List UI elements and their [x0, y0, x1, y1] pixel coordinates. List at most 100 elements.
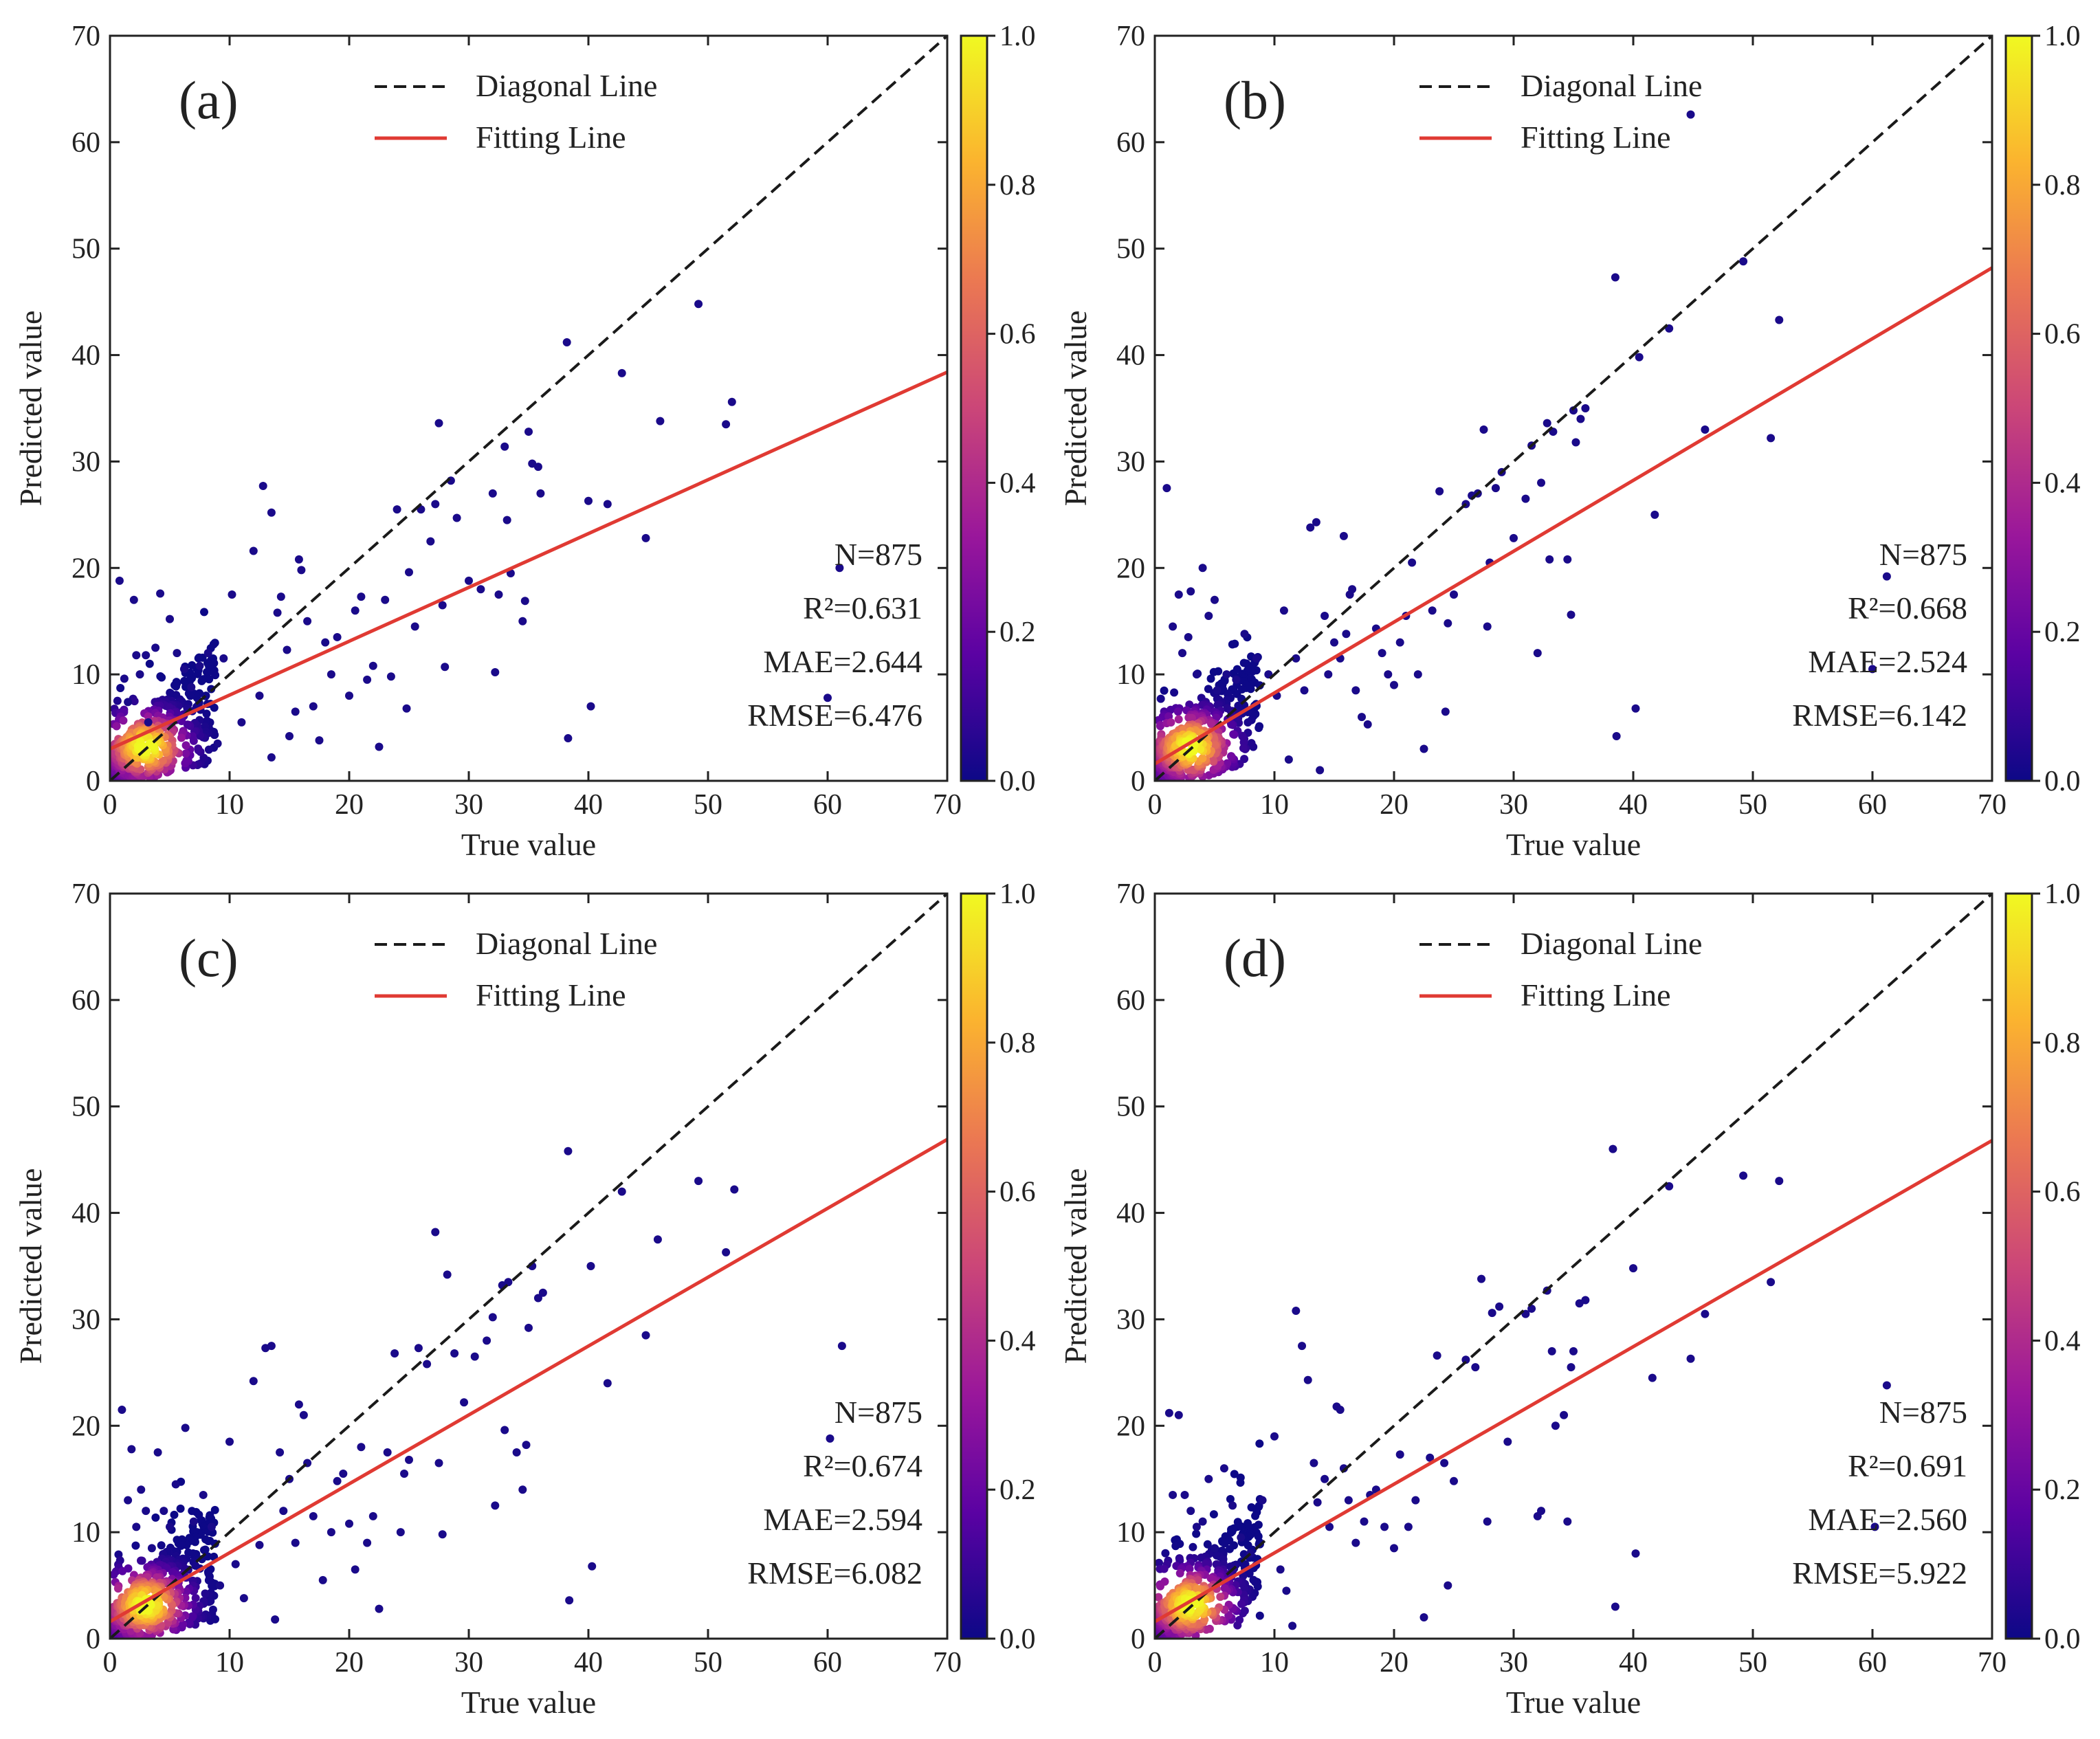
stat-line: MAE=2.524	[1808, 644, 1967, 679]
density-point	[181, 749, 190, 758]
x-tick-label: 40	[1619, 789, 1648, 821]
data-point	[225, 1437, 234, 1446]
density-point	[1204, 771, 1213, 779]
data-point	[1543, 419, 1551, 428]
data-point	[179, 665, 188, 674]
density-point	[1187, 713, 1196, 722]
density-point	[145, 659, 154, 668]
density-point	[1175, 1569, 1184, 1577]
density-point	[130, 697, 139, 706]
data-point	[1560, 1410, 1569, 1419]
fitting-line	[109, 1138, 949, 1624]
data-point	[368, 1511, 377, 1520]
data-point	[1444, 619, 1452, 628]
data-point	[536, 489, 545, 498]
data-point	[1551, 1421, 1560, 1430]
colorbar-tick-label: 1.0	[999, 878, 1036, 910]
data-point	[1503, 1437, 1512, 1446]
x-tick-label: 30	[1499, 1647, 1528, 1679]
density-point	[118, 1566, 127, 1575]
data-point	[1631, 1549, 1640, 1558]
data-point	[1461, 1355, 1470, 1364]
data-point	[1313, 1498, 1322, 1507]
data-point	[1288, 1621, 1297, 1630]
data-point	[135, 670, 144, 679]
y-axis-label: Predicted value	[1058, 1168, 1093, 1364]
stat-line: RMSE=6.082	[747, 1555, 922, 1591]
y-tick-label: 70	[1116, 21, 1145, 52]
data-point	[368, 661, 377, 670]
data-point	[1450, 590, 1458, 599]
data-point	[431, 500, 440, 509]
data-point	[1395, 1450, 1404, 1459]
data-point	[565, 1596, 574, 1605]
y-tick-label: 30	[71, 446, 100, 478]
density-point	[181, 741, 190, 750]
x-tick-label: 60	[813, 789, 842, 821]
fitting-line	[1153, 1139, 1993, 1624]
data-point	[405, 568, 413, 577]
density-point	[1251, 1511, 1260, 1520]
data-point	[1775, 315, 1784, 324]
data-point	[363, 1538, 372, 1547]
y-tick-label: 40	[1116, 1198, 1145, 1230]
data-point	[375, 742, 384, 751]
density-point	[194, 744, 203, 753]
x-axis-label: True value	[461, 827, 596, 862]
density-point	[1155, 1558, 1163, 1567]
data-point	[431, 1228, 440, 1237]
x-tick-label: 50	[694, 789, 722, 821]
data-point	[1330, 638, 1338, 647]
density-point	[1226, 1495, 1235, 1504]
x-tick-label: 0	[1148, 789, 1162, 821]
x-axis-label: True value	[1506, 827, 1641, 862]
colorbar-tick-label: 0.4	[999, 467, 1036, 499]
data-point	[357, 592, 366, 601]
data-point	[166, 614, 174, 623]
data-point	[1174, 590, 1183, 599]
data-point	[153, 1448, 162, 1456]
colorbar-tick-label: 0.8	[2044, 1028, 2081, 1059]
density-point	[1189, 1542, 1197, 1551]
density-point	[113, 1584, 122, 1593]
data-point	[309, 1511, 318, 1520]
legend-diagonal-label: Diagonal Line	[1521, 926, 1702, 961]
x-tick-label: 60	[1858, 1647, 1887, 1679]
data-point	[476, 585, 485, 594]
y-tick-label: 10	[1116, 1517, 1145, 1549]
data-point	[173, 649, 181, 658]
data-point	[1479, 425, 1488, 434]
data-point	[1192, 1522, 1201, 1531]
data-point	[533, 463, 542, 472]
density-point	[201, 1535, 210, 1544]
x-tick-label: 20	[1380, 789, 1408, 821]
density-point	[194, 654, 203, 663]
diagonal-line	[109, 892, 949, 1640]
data-point	[450, 1349, 459, 1358]
density-point	[1196, 745, 1205, 754]
data-point	[1483, 1517, 1492, 1526]
data-point	[1306, 523, 1315, 532]
data-point	[1411, 1496, 1420, 1505]
data-point	[267, 1342, 276, 1351]
x-tick-label: 10	[215, 1647, 244, 1679]
density-point	[1220, 1584, 1229, 1593]
y-tick-label: 50	[71, 234, 100, 265]
data-point	[524, 428, 533, 436]
density-point	[1171, 1542, 1180, 1551]
density-point	[1255, 1611, 1264, 1620]
density-point	[1161, 1549, 1170, 1558]
data-point	[1174, 1410, 1183, 1419]
data-point	[826, 1434, 835, 1443]
data-point	[603, 1379, 612, 1388]
data-point	[1419, 1613, 1428, 1622]
data-point	[271, 1615, 280, 1624]
panel-c: 0 10 20 30 40 50 60 70 0 10 20 30 40 50 60 70 True value…	[13, 878, 1036, 1720]
data-point	[434, 419, 443, 428]
y-tick-label: 30	[1116, 446, 1145, 478]
data-point	[524, 1323, 533, 1332]
stat-line: N=875	[835, 537, 922, 572]
data-point	[333, 632, 342, 641]
data-point	[1211, 595, 1219, 604]
density-point	[1244, 718, 1252, 727]
